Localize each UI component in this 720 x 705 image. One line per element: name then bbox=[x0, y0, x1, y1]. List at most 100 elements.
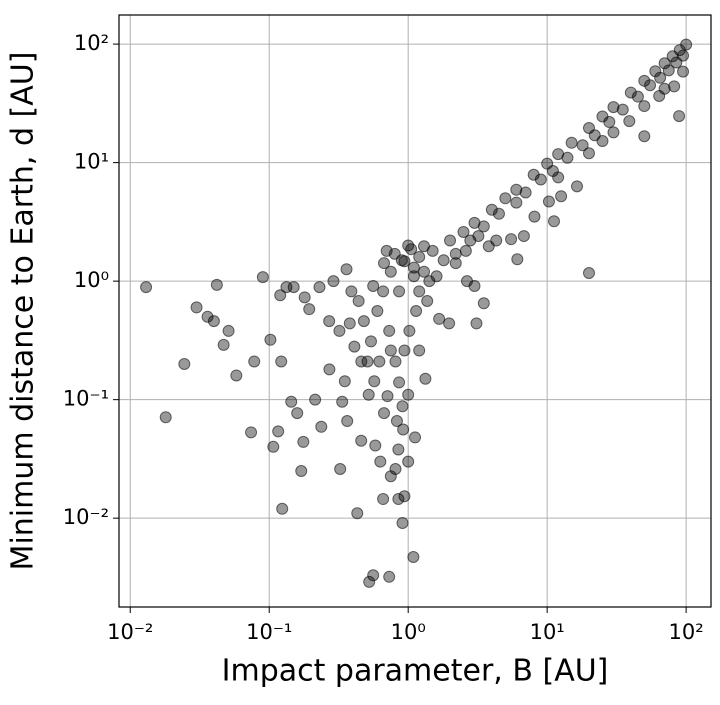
point bbox=[361, 355, 374, 368]
point bbox=[383, 324, 396, 337]
point bbox=[519, 186, 532, 199]
point bbox=[357, 315, 370, 328]
point bbox=[201, 310, 214, 323]
point bbox=[644, 79, 657, 92]
point bbox=[362, 388, 375, 401]
point bbox=[631, 90, 644, 103]
point bbox=[248, 355, 261, 368]
point bbox=[505, 233, 518, 246]
point bbox=[607, 101, 620, 114]
point bbox=[547, 215, 560, 228]
point bbox=[351, 507, 364, 520]
point bbox=[444, 234, 457, 247]
point bbox=[190, 301, 203, 314]
x-tick-label: 10⁰ bbox=[391, 620, 426, 644]
point bbox=[398, 490, 411, 503]
point bbox=[393, 285, 406, 298]
point bbox=[276, 502, 289, 515]
point bbox=[419, 372, 432, 385]
y-tick-label: 10⁻² bbox=[63, 505, 109, 529]
point bbox=[323, 315, 336, 328]
point bbox=[407, 261, 420, 274]
point bbox=[582, 147, 595, 160]
y-tick-label: 10⁻¹ bbox=[63, 387, 109, 411]
point bbox=[210, 278, 223, 291]
point bbox=[402, 388, 415, 401]
point bbox=[207, 315, 220, 328]
point bbox=[485, 203, 498, 216]
point bbox=[291, 407, 304, 420]
point bbox=[410, 304, 423, 317]
point bbox=[323, 363, 336, 376]
point bbox=[433, 312, 446, 325]
x-axis-label: Impact parameter, B [AU] bbox=[222, 654, 609, 689]
point bbox=[275, 355, 288, 368]
point bbox=[383, 570, 396, 583]
point bbox=[272, 425, 285, 438]
point bbox=[355, 434, 368, 447]
point bbox=[482, 240, 495, 253]
point bbox=[457, 225, 470, 238]
x-tick-label: 10² bbox=[669, 620, 704, 644]
point bbox=[341, 415, 354, 428]
point bbox=[616, 103, 629, 116]
point bbox=[140, 281, 153, 294]
point bbox=[673, 110, 686, 123]
point bbox=[369, 439, 382, 452]
point bbox=[355, 355, 368, 368]
point bbox=[340, 263, 353, 276]
plot-frame bbox=[118, 14, 712, 608]
point bbox=[421, 294, 434, 307]
point bbox=[367, 569, 380, 582]
point bbox=[477, 220, 490, 233]
point bbox=[426, 244, 439, 257]
point bbox=[409, 431, 422, 444]
point bbox=[603, 116, 616, 129]
point bbox=[565, 136, 578, 149]
point bbox=[380, 244, 393, 257]
point bbox=[384, 265, 397, 278]
point bbox=[662, 64, 675, 77]
y-tick-label: 10¹ bbox=[74, 150, 109, 174]
point bbox=[377, 285, 390, 298]
point bbox=[313, 281, 326, 294]
point bbox=[315, 420, 328, 433]
point bbox=[649, 65, 662, 78]
point bbox=[472, 230, 485, 243]
point bbox=[393, 376, 406, 389]
point bbox=[333, 324, 346, 337]
point bbox=[413, 344, 426, 357]
point bbox=[222, 324, 235, 337]
point bbox=[378, 257, 391, 270]
point bbox=[403, 324, 416, 337]
point bbox=[256, 271, 269, 284]
point bbox=[274, 289, 287, 302]
point bbox=[492, 207, 505, 220]
point bbox=[303, 303, 316, 316]
point bbox=[217, 338, 230, 351]
point bbox=[449, 257, 462, 270]
point bbox=[638, 130, 651, 143]
point bbox=[373, 355, 386, 368]
point bbox=[542, 195, 555, 208]
point bbox=[368, 375, 381, 388]
point bbox=[430, 270, 443, 283]
point bbox=[468, 279, 481, 292]
point bbox=[413, 250, 426, 263]
point bbox=[398, 344, 411, 357]
point bbox=[510, 183, 523, 196]
point bbox=[437, 254, 450, 267]
point bbox=[327, 275, 340, 288]
point bbox=[402, 239, 415, 252]
point bbox=[377, 493, 390, 506]
point bbox=[230, 369, 243, 382]
point bbox=[295, 465, 308, 478]
point bbox=[159, 411, 172, 424]
point bbox=[384, 470, 397, 483]
point bbox=[392, 493, 405, 506]
point bbox=[668, 80, 681, 93]
point bbox=[287, 281, 300, 294]
point bbox=[402, 455, 415, 468]
point bbox=[396, 400, 409, 413]
